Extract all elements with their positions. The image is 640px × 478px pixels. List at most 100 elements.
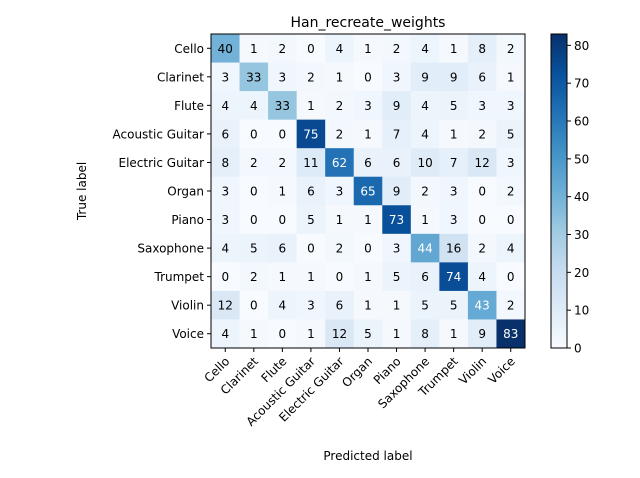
heatmap-cell [382, 319, 412, 349]
heatmap-cell [211, 119, 241, 149]
cell-value-label: 4 [336, 42, 344, 56]
heatmap-cell [410, 205, 440, 235]
cell-value-label: 0 [307, 42, 315, 56]
heatmap-cell [353, 176, 383, 206]
cell-value-label: 65 [360, 185, 375, 199]
heatmap-cell [353, 148, 383, 178]
heatmap-cell [239, 205, 269, 235]
colorbar-tick-label: 0 [574, 342, 582, 356]
heatmap-cell [211, 319, 241, 349]
cell-value-label: 1 [450, 127, 458, 141]
heatmap-cell [239, 91, 269, 121]
heatmap-cell [353, 34, 383, 64]
heatmap-cell [296, 91, 326, 121]
heatmap-cell [410, 119, 440, 149]
cell-value-label: 8 [221, 156, 229, 170]
colorbar-tick-label: 80 [574, 39, 589, 53]
heatmap-cell [211, 34, 241, 64]
heatmap-cell [268, 319, 298, 349]
heatmap-cell [410, 34, 440, 64]
cell-value-label: 62 [332, 156, 347, 170]
cell-value-label: 2 [478, 127, 486, 141]
x-axis-label: Predicted label [323, 449, 412, 463]
cell-value-label: 4 [421, 42, 429, 56]
heatmap-cell [410, 62, 440, 92]
heatmap-cell [296, 290, 326, 320]
cell-value-label: 0 [507, 213, 515, 227]
cell-value-label: 1 [336, 70, 344, 84]
cell-value-label: 9 [393, 185, 401, 199]
y-tick-label: Clarinet [157, 70, 204, 84]
cell-value-label: 3 [307, 299, 315, 313]
y-tick-label: Voice [172, 327, 204, 341]
cell-value-label: 6 [421, 270, 429, 284]
heatmap-cell [439, 62, 469, 92]
heatmap-cell [410, 319, 440, 349]
cell-value-label: 2 [250, 156, 258, 170]
heatmap-cell [268, 233, 298, 263]
cell-value-label: 3 [279, 70, 287, 84]
cell-value-label: 10 [417, 156, 432, 170]
cell-value-label: 4 [478, 270, 486, 284]
heatmap-cell [382, 62, 412, 92]
cell-value-label: 83 [503, 327, 518, 341]
heatmap-cell [353, 290, 383, 320]
heatmap-cell [268, 148, 298, 178]
y-axis-label: True label [75, 162, 89, 221]
cell-value-label: 1 [364, 213, 372, 227]
cell-value-label: 3 [478, 99, 486, 113]
heatmap-cell [239, 34, 269, 64]
y-tick-label: Saxophone [137, 242, 204, 256]
heatmap-cell [268, 119, 298, 149]
heatmap-cell [211, 233, 241, 263]
heatmap-cell [467, 91, 497, 121]
y-tick-label: Violin [171, 299, 204, 313]
heatmap-cell [296, 119, 326, 149]
cell-value-label: 3 [393, 242, 401, 256]
y-tick-label: Trumpet [154, 270, 205, 284]
heatmap-cell [296, 319, 326, 349]
cell-value-label: 1 [250, 42, 258, 56]
heatmap-cell [382, 34, 412, 64]
cell-value-label: 8 [421, 327, 429, 341]
heatmap-cell [239, 62, 269, 92]
y-tick-label: Acoustic Guitar [113, 127, 205, 141]
cell-value-label: 0 [364, 70, 372, 84]
heatmap-cell [296, 205, 326, 235]
cell-value-label: 4 [421, 99, 429, 113]
colorbar [550, 33, 568, 349]
cell-value-label: 1 [307, 327, 315, 341]
cell-value-label: 0 [364, 242, 372, 256]
cell-value-label: 0 [336, 270, 344, 284]
heatmap-cell [353, 262, 383, 292]
heatmap-cell [268, 176, 298, 206]
heatmap-cell [439, 176, 469, 206]
heatmap-cell [496, 119, 526, 149]
cell-value-label: 2 [307, 70, 315, 84]
chart-title: Han_recreate_weights [291, 15, 446, 31]
cell-value-label: 2 [507, 42, 515, 56]
heatmap-cell [268, 62, 298, 92]
heatmap-cell [211, 290, 241, 320]
cell-value-label: 4 [221, 327, 229, 341]
cell-value-label: 3 [450, 185, 458, 199]
heatmap-cell [239, 290, 269, 320]
heatmap-cell [296, 262, 326, 292]
cell-value-label: 1 [364, 42, 372, 56]
heatmap-cell [211, 176, 241, 206]
heatmap-cell [239, 176, 269, 206]
cell-value-label: 33 [275, 99, 290, 113]
cell-value-label: 2 [336, 127, 344, 141]
cell-value-label: 3 [221, 185, 229, 199]
cell-value-label: 11 [303, 156, 318, 170]
heatmap-cell [410, 262, 440, 292]
cell-value-label: 5 [307, 213, 315, 227]
cell-value-label: 1 [364, 299, 372, 313]
heatmap-cell [467, 119, 497, 149]
y-tick-label: Cello [174, 42, 204, 56]
cell-value-label: 3 [507, 156, 515, 170]
heatmap-cell [353, 119, 383, 149]
x-tick-label: Violin [456, 354, 489, 387]
heatmap-cell [325, 148, 355, 178]
